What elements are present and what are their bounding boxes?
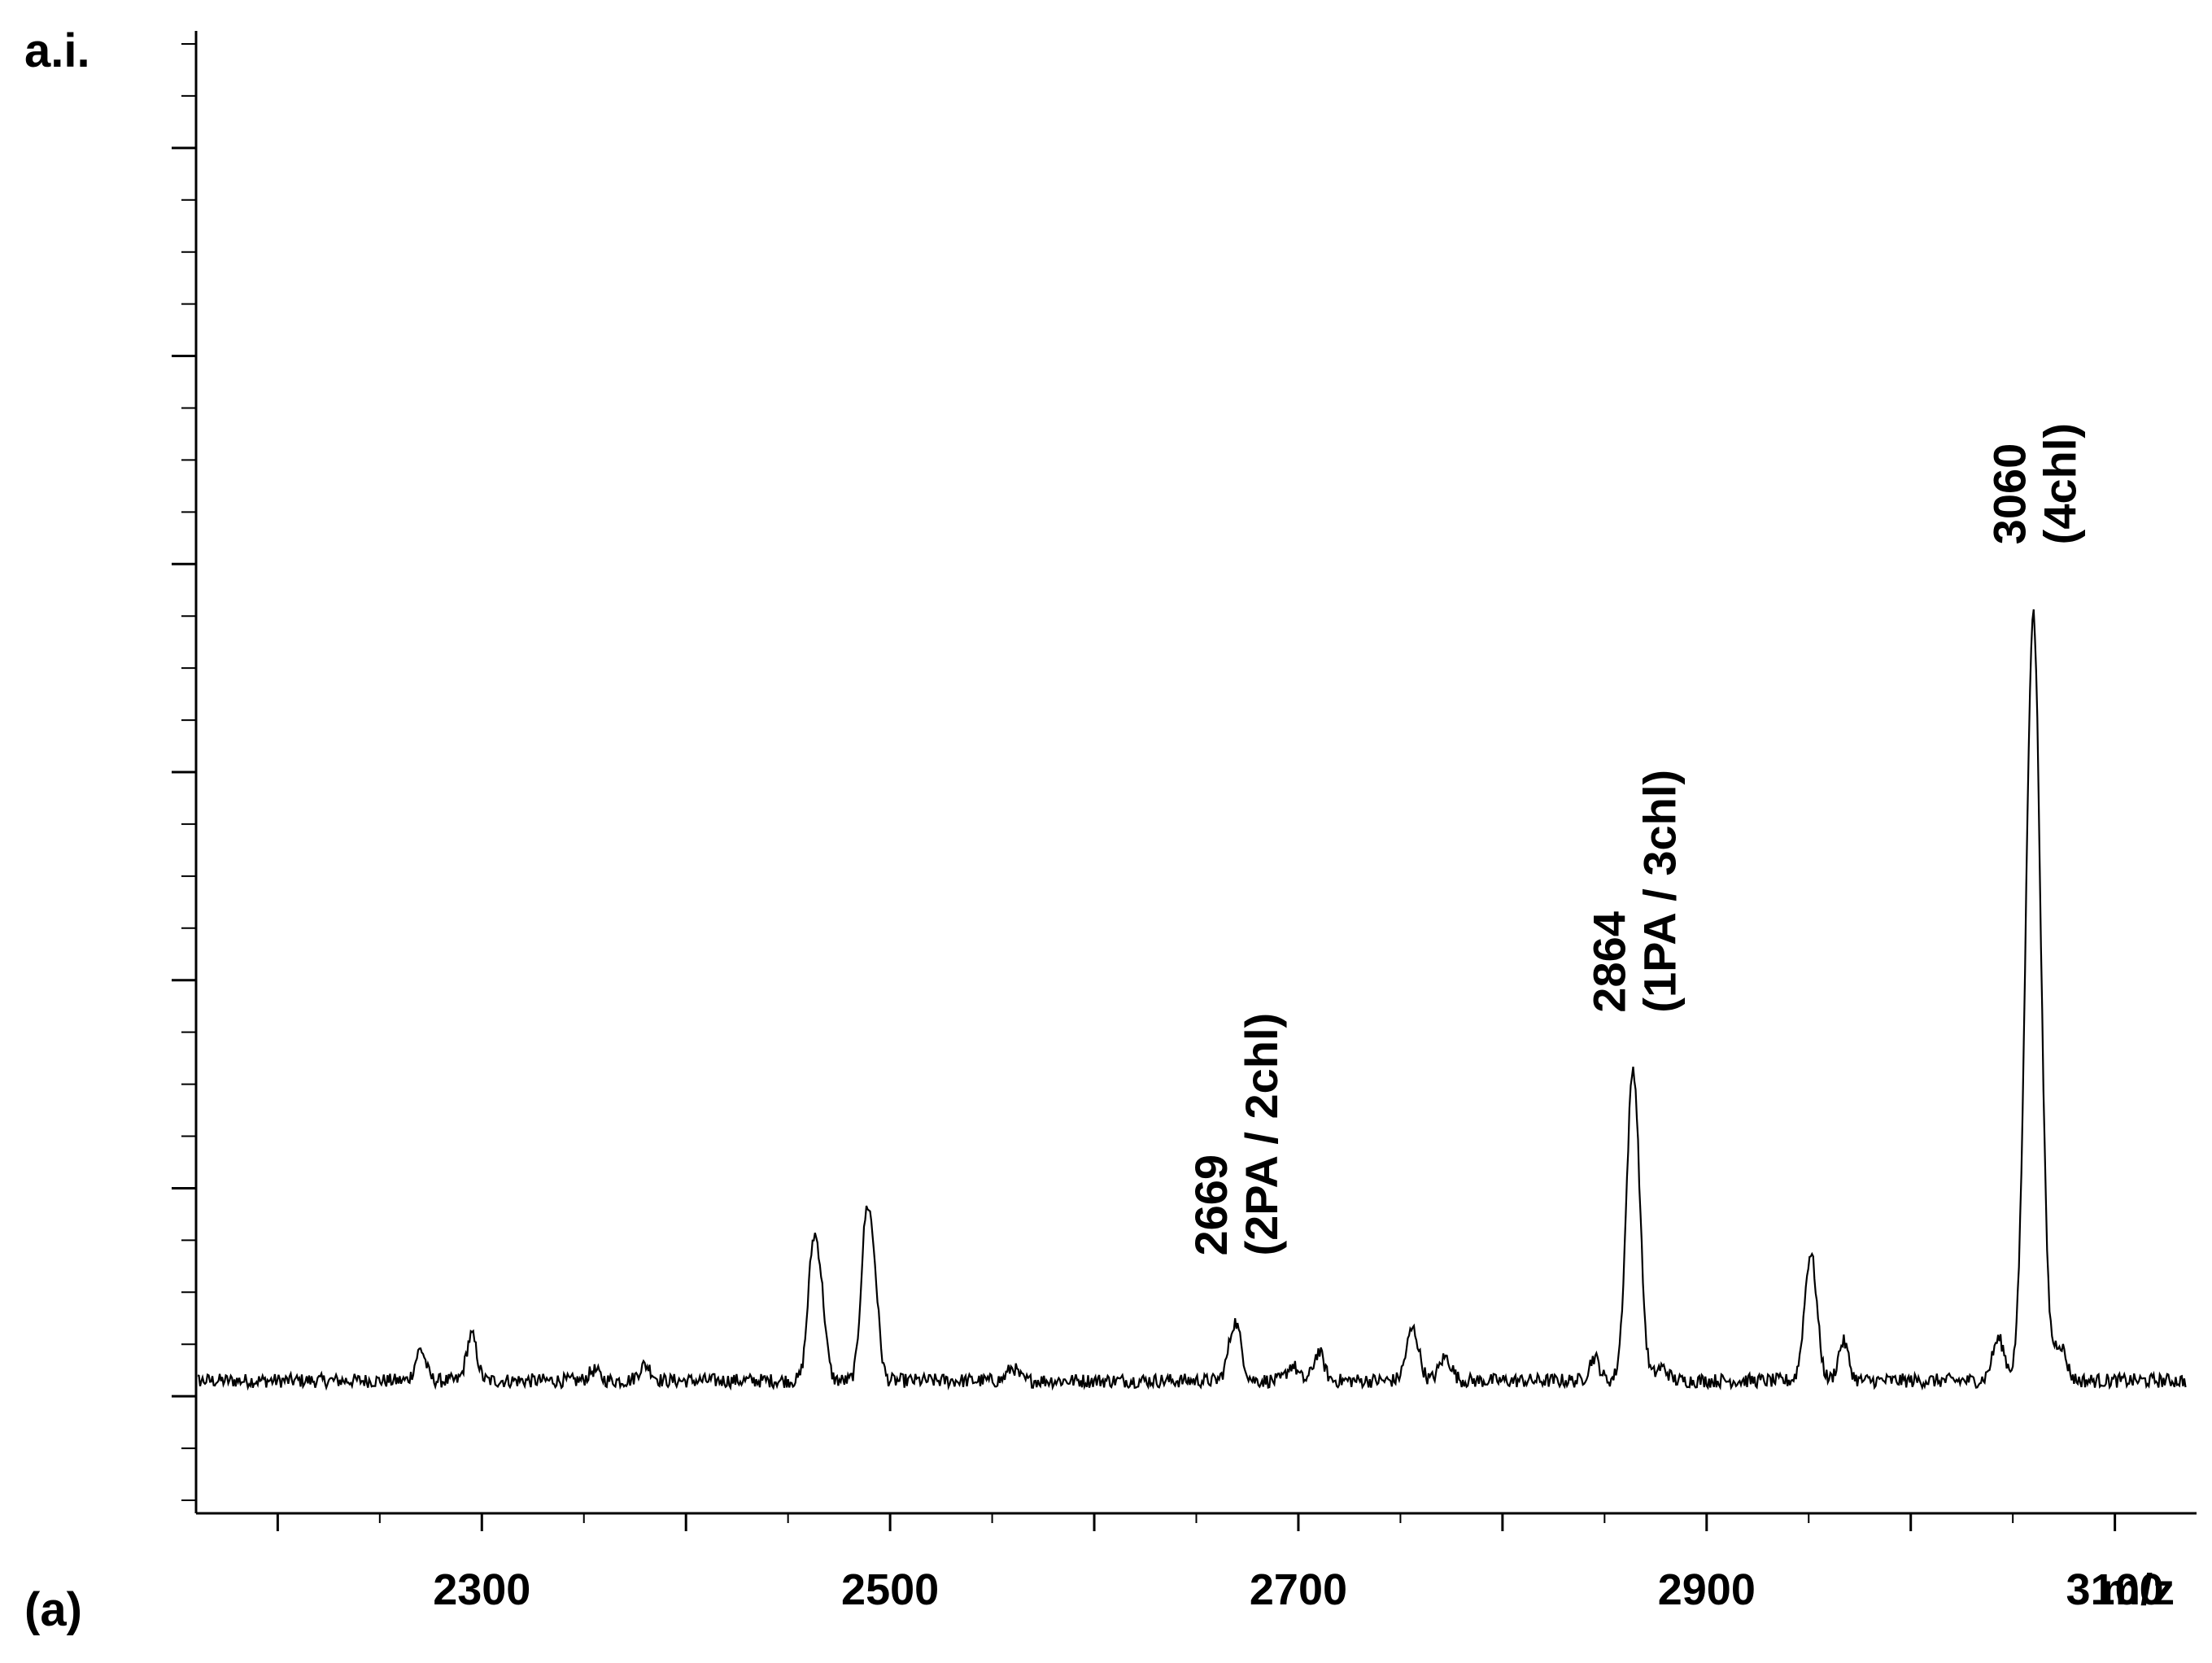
x-tick-labels: 2300 2500 2700 2900 3100 — [433, 1565, 2163, 1614]
x-axis-label: m/z — [2101, 1565, 2175, 1614]
x-tick-label: 2300 — [433, 1565, 530, 1614]
spectrum-trace — [197, 609, 2187, 1391]
peak-annotation-line: 2864 — [1583, 911, 1634, 1013]
x-tick-label: 2700 — [1250, 1565, 1347, 1614]
panel-label: (a) — [24, 1583, 82, 1636]
peak-annotation-line: (2PA / 2chl) — [1236, 1013, 1287, 1256]
peak-annotation-line: (1PA / 3chl) — [1634, 770, 1685, 1013]
peak-annotation-line: 3060 — [1983, 443, 2035, 545]
peak-annotation-line: (4chl) — [2034, 423, 2085, 544]
y-axis-ticks — [172, 42, 196, 1502]
x-axis-ticks — [276, 1513, 2117, 1531]
peak-annotations: 2669 (2PA / 2chl) 2864 (1PA / 3chl) 3060 (4ch… — [1185, 423, 2085, 1256]
x-tick-label: 2500 — [841, 1565, 939, 1614]
y-axis-label: a.i. — [24, 24, 90, 77]
peak-annotation-line: 2669 — [1185, 1154, 1237, 1256]
x-tick-label: 2900 — [1658, 1565, 1756, 1614]
x-tick-label: 3100 — [2066, 1565, 2164, 1614]
